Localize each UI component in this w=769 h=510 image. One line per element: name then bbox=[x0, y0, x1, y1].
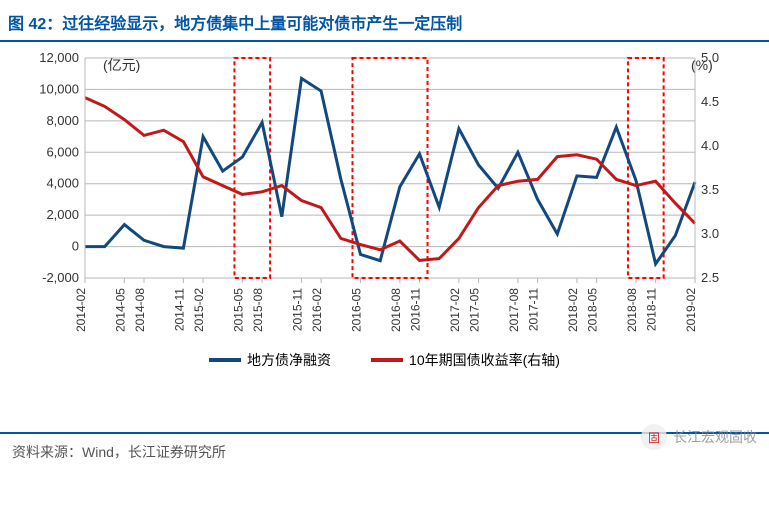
svg-text:0: 0 bbox=[71, 239, 78, 254]
svg-text:2,000: 2,000 bbox=[46, 207, 79, 222]
svg-text:12,000: 12,000 bbox=[39, 50, 79, 65]
svg-text:2016-05: 2016-05 bbox=[349, 288, 363, 332]
legend-line-1 bbox=[209, 358, 241, 362]
svg-text:2018-08: 2018-08 bbox=[624, 288, 638, 332]
svg-text:4,000: 4,000 bbox=[46, 176, 79, 191]
legend-label-1: 地方债净融资 bbox=[247, 350, 331, 370]
svg-text:2016-11: 2016-11 bbox=[408, 288, 422, 331]
legend: 地方债净融资 10年期国债收益率(右轴) bbox=[25, 348, 745, 370]
legend-item-local-debt: 地方债净融资 bbox=[209, 350, 331, 370]
svg-text:2015-05: 2015-05 bbox=[231, 288, 245, 332]
svg-text:2015-11: 2015-11 bbox=[290, 288, 304, 331]
svg-text:2.5: 2.5 bbox=[701, 270, 719, 285]
watermark-icon: 固 bbox=[641, 424, 667, 450]
svg-text:3.5: 3.5 bbox=[701, 182, 719, 197]
svg-text:2018-02: 2018-02 bbox=[565, 288, 579, 332]
svg-text:2018-05: 2018-05 bbox=[585, 288, 599, 332]
svg-text:2014-11: 2014-11 bbox=[172, 288, 186, 331]
figure-container: 图 42：过往经验显示，地方债集中上量可能对债市产生一定压制 -2,000 0 2,… bbox=[0, 0, 769, 510]
watermark-text: 长江宏观固收 bbox=[673, 427, 757, 447]
svg-text:2015-02: 2015-02 bbox=[192, 288, 206, 332]
svg-text:6,000: 6,000 bbox=[46, 144, 79, 159]
svg-text:2014-02: 2014-02 bbox=[74, 288, 88, 332]
figure-title: 图 42：过往经验显示，地方债集中上量可能对债市产生一定压制 bbox=[0, 0, 769, 42]
svg-text:2016-02: 2016-02 bbox=[310, 288, 324, 332]
svg-text:2019-02: 2019-02 bbox=[684, 288, 698, 332]
svg-text:8,000: 8,000 bbox=[46, 113, 79, 128]
svg-text:2017-02: 2017-02 bbox=[447, 288, 461, 332]
watermark: 固 长江宏观固收 bbox=[641, 424, 757, 450]
svg-text:-2,000: -2,000 bbox=[42, 270, 79, 285]
svg-text:(亿元): (亿元) bbox=[103, 57, 140, 73]
svg-text:2017-11: 2017-11 bbox=[526, 288, 540, 331]
svg-text:2014-08: 2014-08 bbox=[133, 288, 147, 332]
legend-label-2: 10年期国债收益率(右轴) bbox=[409, 350, 560, 370]
svg-text:(%): (%) bbox=[691, 57, 713, 73]
svg-text:2017-08: 2017-08 bbox=[506, 288, 520, 332]
svg-text:2015-08: 2015-08 bbox=[251, 288, 265, 332]
svg-text:2016-08: 2016-08 bbox=[388, 288, 402, 332]
chart-svg: -2,000 0 2,000 4,000 6,000 8,000 10,000 12,000 2… bbox=[25, 48, 745, 348]
svg-text:2014-05: 2014-05 bbox=[113, 288, 127, 332]
svg-text:4.5: 4.5 bbox=[701, 94, 719, 109]
svg-text:2018-11: 2018-11 bbox=[644, 288, 658, 331]
legend-line-2 bbox=[371, 358, 403, 362]
svg-text:2017-05: 2017-05 bbox=[467, 288, 481, 332]
plot-area: -2,000 0 2,000 4,000 6,000 8,000 10,000 12,000 2… bbox=[25, 48, 745, 428]
svg-text:4.0: 4.0 bbox=[701, 138, 719, 153]
legend-item-bond-yield: 10年期国债收益率(右轴) bbox=[371, 350, 560, 370]
svg-text:3.0: 3.0 bbox=[701, 226, 719, 241]
svg-text:10,000: 10,000 bbox=[39, 81, 79, 96]
